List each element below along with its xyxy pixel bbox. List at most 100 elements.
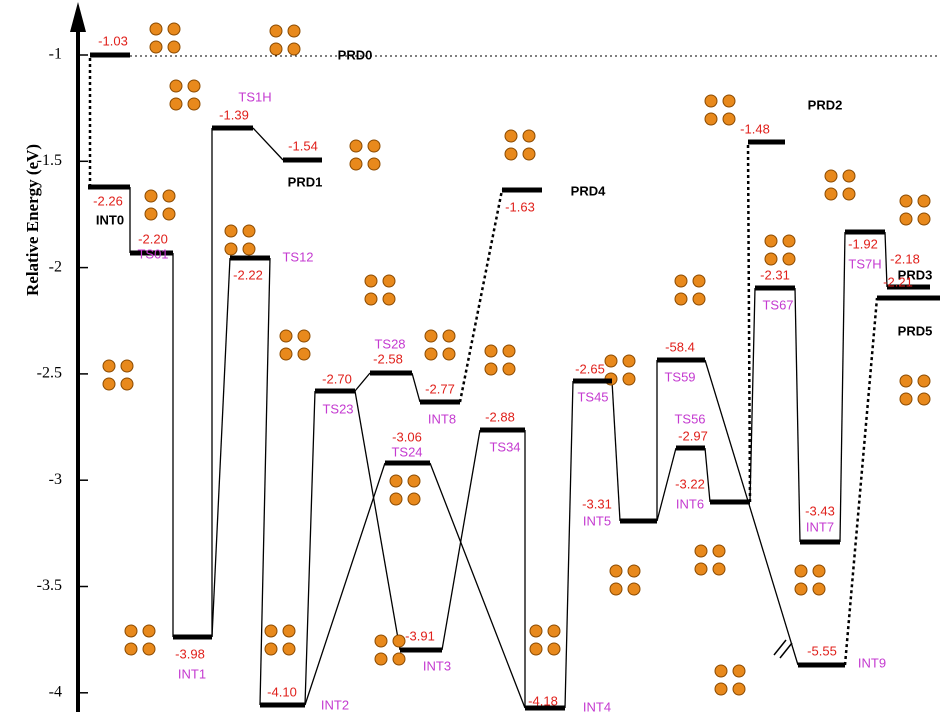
atom: [812, 564, 826, 578]
energy-label: -58.4: [665, 339, 695, 354]
state-label: TS67: [762, 297, 793, 312]
atom: [282, 624, 296, 638]
atom: [297, 347, 311, 361]
energy-label: -1.39: [219, 107, 249, 122]
energy-label: -2.77: [425, 381, 455, 396]
atom: [242, 242, 256, 256]
atom: [407, 492, 421, 506]
atom: [392, 634, 406, 648]
atom: [627, 564, 641, 578]
energy-label: -2.31: [760, 267, 790, 282]
state-label: TS34: [489, 439, 520, 454]
connector: [259, 257, 271, 706]
atom: [504, 147, 518, 161]
atom: [917, 212, 931, 226]
tick-label: -3.5: [37, 577, 62, 594]
atom: [144, 207, 158, 221]
atom: [167, 22, 181, 36]
tick-label: -2: [49, 258, 62, 275]
atom: [674, 274, 688, 288]
atom: [169, 79, 183, 93]
atom: [604, 354, 618, 368]
connector: [429, 462, 526, 709]
atom: [609, 582, 623, 596]
energy-label: -3.06: [392, 429, 422, 444]
atom: [732, 664, 746, 678]
atom: [167, 40, 181, 54]
atom: [547, 624, 561, 638]
atom: [149, 22, 163, 36]
atom: [694, 544, 708, 558]
energy-label: -1.03: [98, 33, 128, 48]
atom: [279, 347, 293, 361]
atom: [782, 234, 796, 248]
atom: [349, 157, 363, 171]
energy-label: -5.55: [807, 643, 837, 658]
atom: [824, 187, 838, 201]
energy-label: -3.91: [405, 628, 435, 643]
atom: [144, 189, 158, 203]
atom: [374, 652, 388, 666]
atom: [142, 642, 156, 656]
atom: [764, 252, 778, 266]
connector: [656, 447, 677, 522]
atom: [712, 562, 726, 576]
energy-label: -2.97: [678, 428, 708, 443]
atom: [899, 374, 913, 388]
atom: [522, 147, 536, 161]
atom: [722, 112, 736, 126]
state-label: PRD4: [571, 183, 606, 198]
energy-label: -2.20: [138, 231, 168, 246]
atom: [269, 42, 283, 56]
atom: [162, 189, 176, 203]
atom: [782, 252, 796, 266]
energy-label: -4.18: [528, 693, 558, 708]
atom: [547, 642, 561, 656]
atom: [149, 40, 163, 54]
atom: [264, 624, 278, 638]
connector: [354, 372, 371, 392]
atom: [407, 474, 421, 488]
atom: [424, 347, 438, 361]
atom: [504, 129, 518, 143]
state-label: INT0: [96, 212, 124, 227]
atom: [124, 642, 138, 656]
molecules: [102, 22, 931, 696]
atom: [424, 329, 438, 343]
atom: [224, 224, 238, 238]
atom: [529, 642, 543, 656]
atom: [794, 582, 808, 596]
atom: [917, 374, 931, 388]
state-label: INT9: [858, 655, 886, 670]
atom: [622, 354, 636, 368]
atom: [442, 347, 456, 361]
atom: [502, 344, 516, 358]
state-label: TS7H: [848, 256, 881, 271]
energy-label: -3.22: [675, 476, 705, 491]
atom: [349, 139, 363, 153]
state-label: TS12: [282, 249, 313, 264]
atom: [704, 112, 718, 126]
atom: [102, 377, 116, 391]
connector: [354, 390, 401, 651]
connector: [704, 359, 799, 666]
tick-label: -1.5: [37, 152, 62, 169]
y-axis-label: Relative Energy (eV): [23, 144, 42, 296]
atom: [187, 79, 201, 93]
state-label: PRD0: [338, 47, 373, 62]
atom: [529, 624, 543, 638]
axis-arrow: [70, 2, 86, 32]
atom: [899, 212, 913, 226]
tick-label: -2.5: [37, 365, 62, 382]
atom: [674, 292, 688, 306]
atom: [142, 624, 156, 638]
connector: [749, 287, 756, 503]
energy-label: -2.70: [322, 371, 352, 386]
energy-label: -4.10: [267, 684, 297, 699]
connector: [794, 287, 801, 543]
connector: [884, 231, 888, 288]
atom: [287, 42, 301, 56]
atom: [692, 274, 706, 288]
atom: [187, 97, 201, 111]
